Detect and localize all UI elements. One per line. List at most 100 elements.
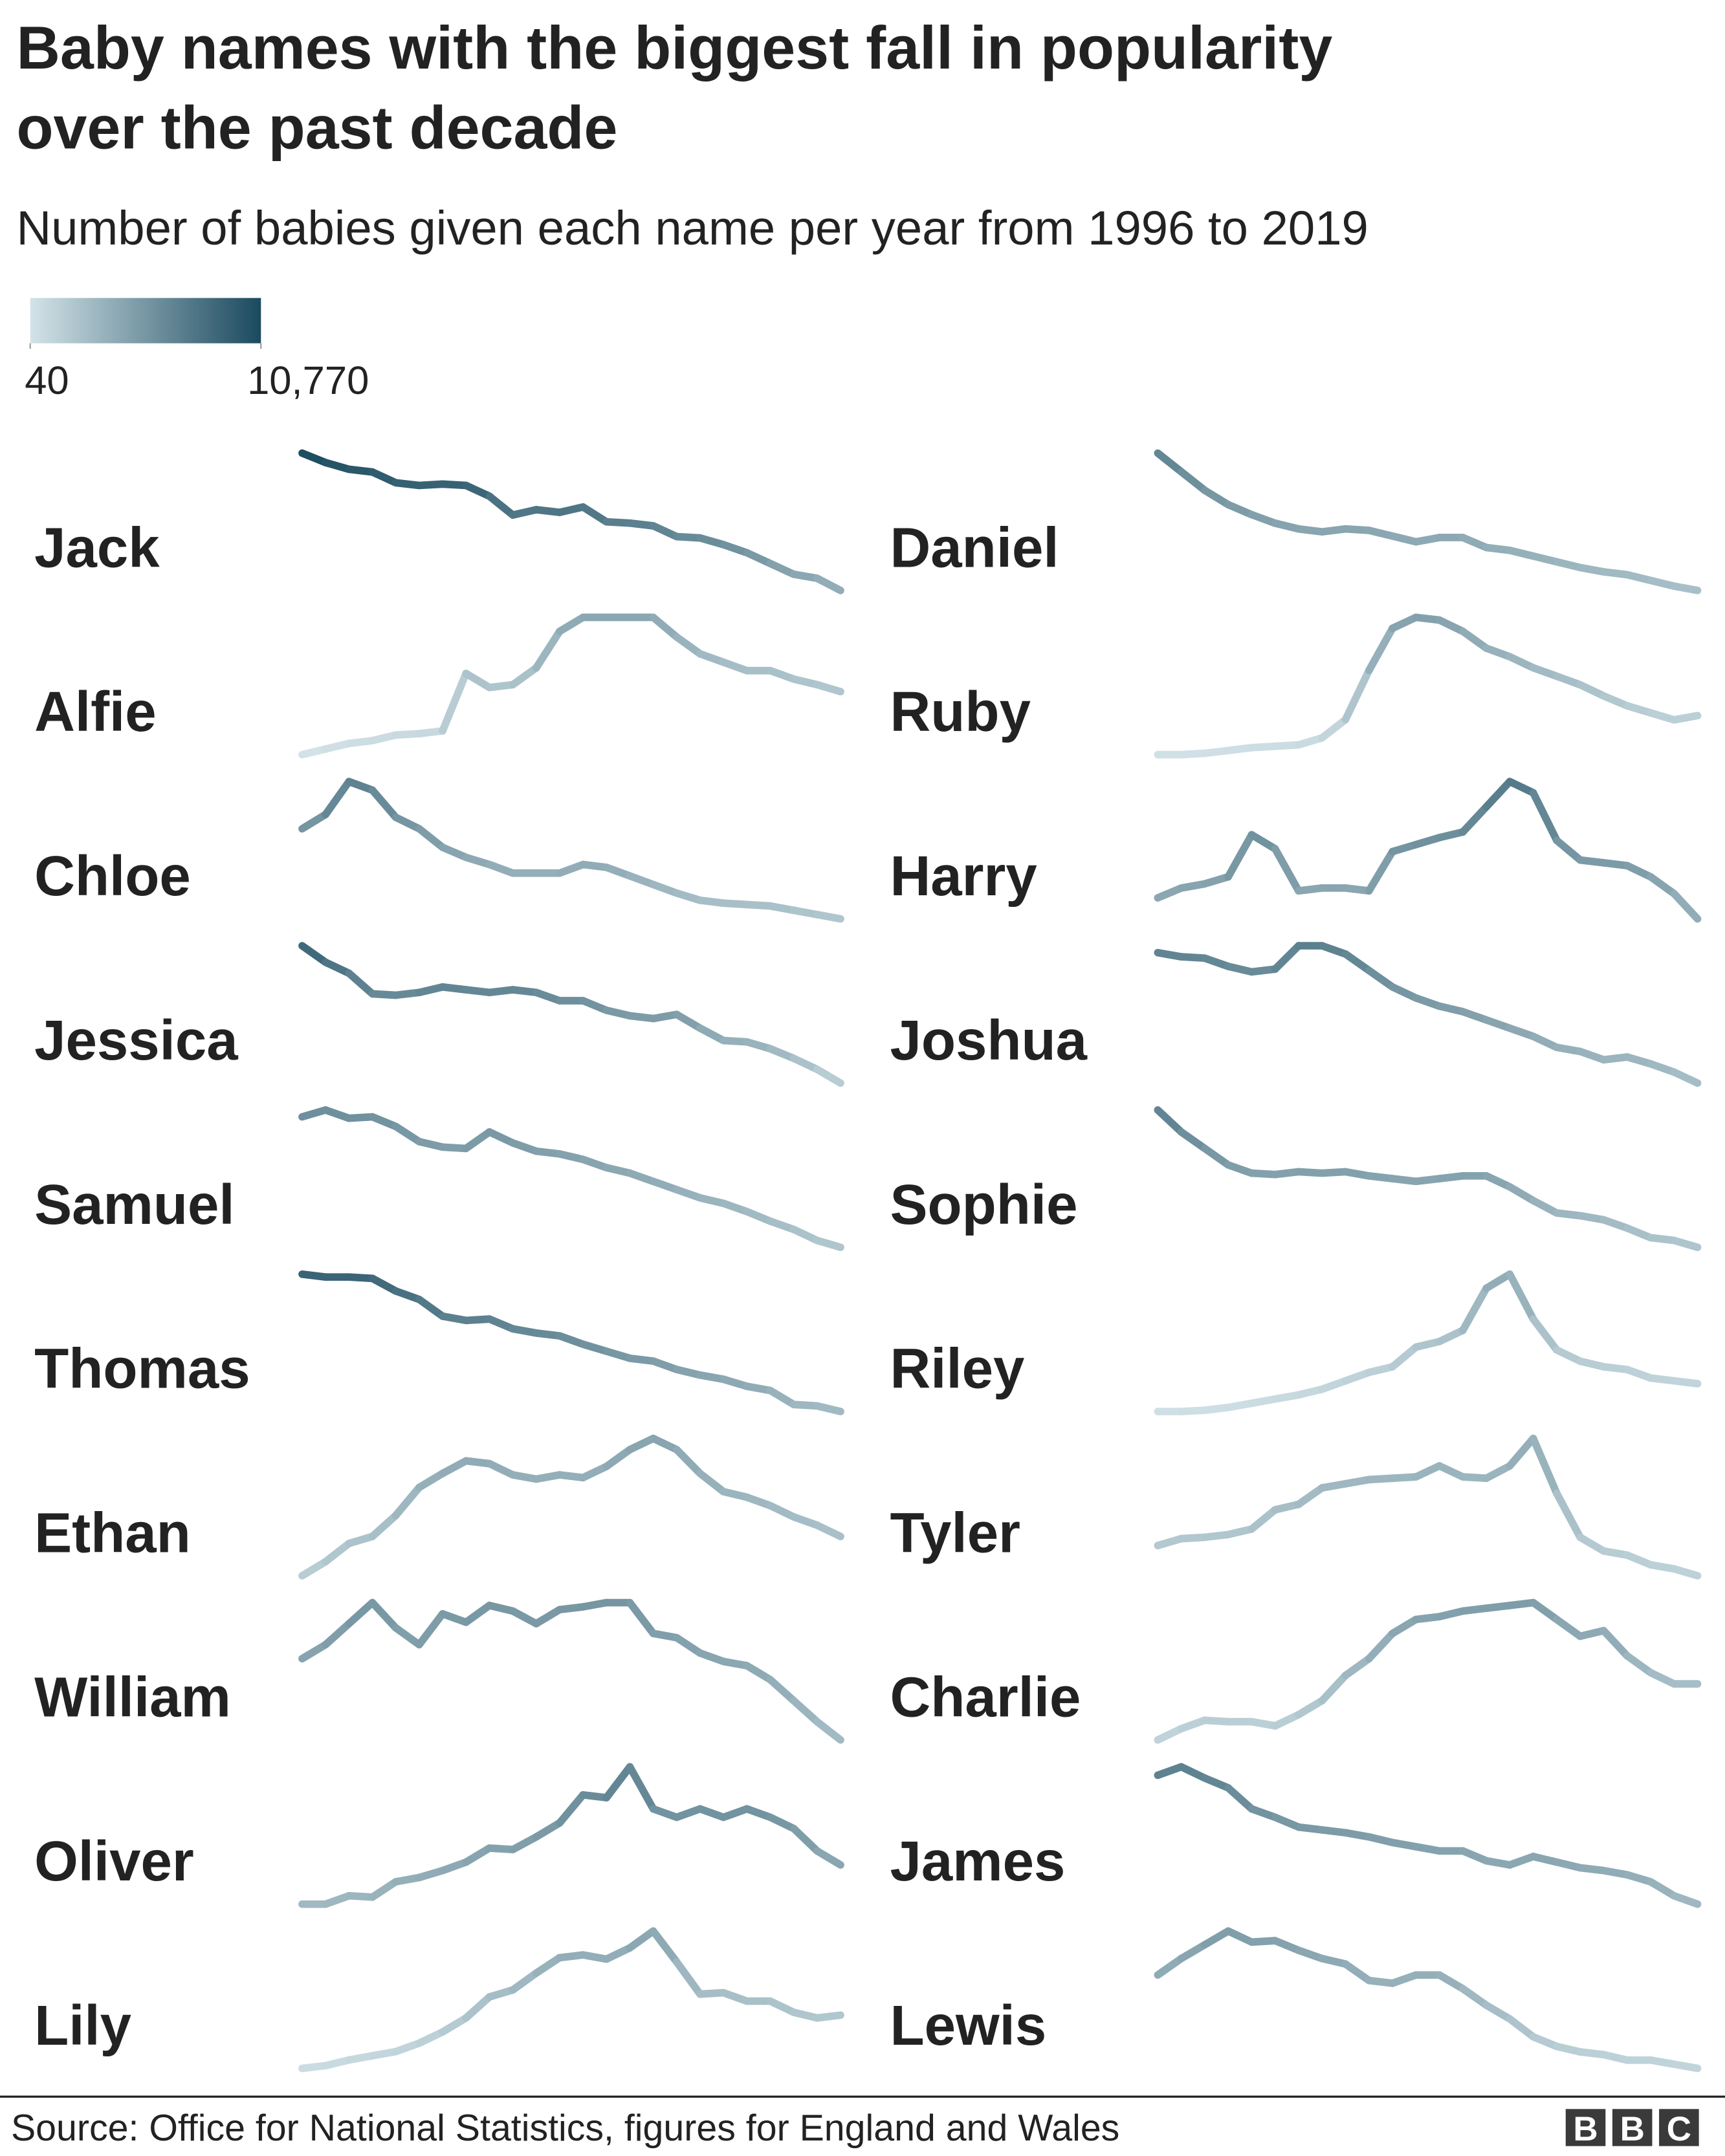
line-segment [1247, 1717, 1279, 1730]
line-segment [1318, 1168, 1350, 1177]
line-segment [1412, 1338, 1444, 1351]
series-name: Daniel [890, 516, 1059, 579]
line-segment [298, 2062, 329, 2073]
line-segment [1295, 1823, 1326, 1834]
line-segment [1459, 1008, 1490, 1024]
line-segment [509, 1471, 540, 1483]
line-segment [556, 503, 587, 516]
line-segment [602, 517, 634, 527]
line-segment [1506, 2015, 1537, 2041]
line-segment [1459, 1985, 1490, 2009]
line-segment [602, 1007, 634, 1020]
line-segment [602, 1763, 634, 1802]
line-segment [789, 675, 821, 689]
line-segment [743, 900, 775, 910]
line-segment [556, 1471, 587, 1482]
line-segment [1459, 534, 1490, 552]
line-segment [1389, 532, 1420, 546]
line-segment [368, 731, 400, 745]
line-segment [1365, 527, 1396, 540]
line-segment [766, 1217, 798, 1234]
series-name: Tyler [890, 1501, 1020, 1564]
line-segment [1247, 510, 1279, 527]
line-segment [1365, 1474, 1396, 1484]
line-segment [391, 2039, 423, 2056]
line-segment [766, 902, 798, 915]
line-segment [415, 825, 446, 851]
line-segment [391, 1287, 423, 1303]
line-segment [789, 906, 821, 919]
line-segment [672, 1446, 704, 1477]
line-segment [1341, 884, 1373, 895]
line-segment [720, 1199, 751, 1215]
line-segment [1247, 1169, 1279, 1179]
line-segment [579, 860, 611, 871]
line-segment [1599, 1053, 1631, 1064]
line-segment [1623, 1053, 1654, 1068]
line-segment [1623, 702, 1654, 717]
line-segment [766, 1501, 798, 1521]
line-segment [579, 1951, 611, 1963]
line-segment [415, 1137, 446, 1151]
line-segment [743, 1382, 775, 1395]
line-segment [626, 1598, 657, 1638]
line-segment [298, 745, 329, 759]
line-segment [720, 1036, 751, 1046]
line-segment [1318, 525, 1350, 536]
line-segment [485, 1128, 517, 1147]
series-name: James [890, 1830, 1065, 1893]
line-segment [1553, 1858, 1585, 1872]
line-segment [532, 627, 564, 672]
line-segment [439, 670, 470, 735]
line-segment [1576, 1864, 1608, 1875]
line-segment [1670, 1891, 1702, 1908]
line-segment [649, 1927, 681, 1966]
line-segment [439, 1143, 470, 1153]
line-segment [1271, 519, 1302, 533]
line-segment [462, 853, 494, 869]
source-note: Source: Office for National Statistics, … [11, 2107, 1119, 2149]
line-segment [1529, 1598, 1561, 1624]
line-segment [1365, 624, 1396, 675]
line-segment [1318, 1671, 1350, 1704]
line-segment [626, 519, 657, 530]
line-segment [322, 459, 353, 474]
line-segment [1224, 831, 1256, 881]
line-segment [1647, 1234, 1678, 1245]
line-segment [720, 541, 751, 557]
line-segment [485, 1315, 517, 1333]
line-segment [1389, 1838, 1420, 1851]
line-segment [720, 1657, 751, 1670]
line-segment [1318, 1479, 1350, 1492]
line-segment [1295, 1484, 1326, 1508]
line-segment [1318, 1826, 1350, 1837]
line-segment [298, 942, 329, 966]
line-segment [649, 613, 681, 641]
line-segment [720, 658, 751, 675]
line-segment [1529, 1315, 1561, 1354]
line-segment [1435, 1326, 1467, 1345]
line-segment [439, 844, 470, 862]
line-segment [649, 880, 681, 897]
line-segment [1459, 1847, 1490, 1865]
line-segment [1224, 1784, 1256, 1813]
line-segment [602, 864, 634, 880]
line-segment [1201, 486, 1233, 508]
line-segment [391, 1873, 423, 1886]
line-segment [1506, 1434, 1537, 1470]
line-segment [696, 534, 727, 549]
line-segment [322, 1891, 353, 1908]
line-segment [1576, 1047, 1608, 1064]
line-segment [1154, 1106, 1185, 1136]
line-segment [1553, 1209, 1585, 1220]
line-segment [345, 1113, 377, 1122]
line-segment [1482, 1172, 1514, 1191]
line-segment [1482, 2001, 1514, 2023]
line-segment [743, 1493, 775, 1510]
line-segment [556, 1951, 587, 1962]
line-segment [368, 1274, 400, 1295]
line-segment [1576, 1357, 1608, 1371]
line-segment [813, 1236, 844, 1252]
line-segment [1177, 749, 1209, 759]
line-segment [368, 1113, 400, 1131]
